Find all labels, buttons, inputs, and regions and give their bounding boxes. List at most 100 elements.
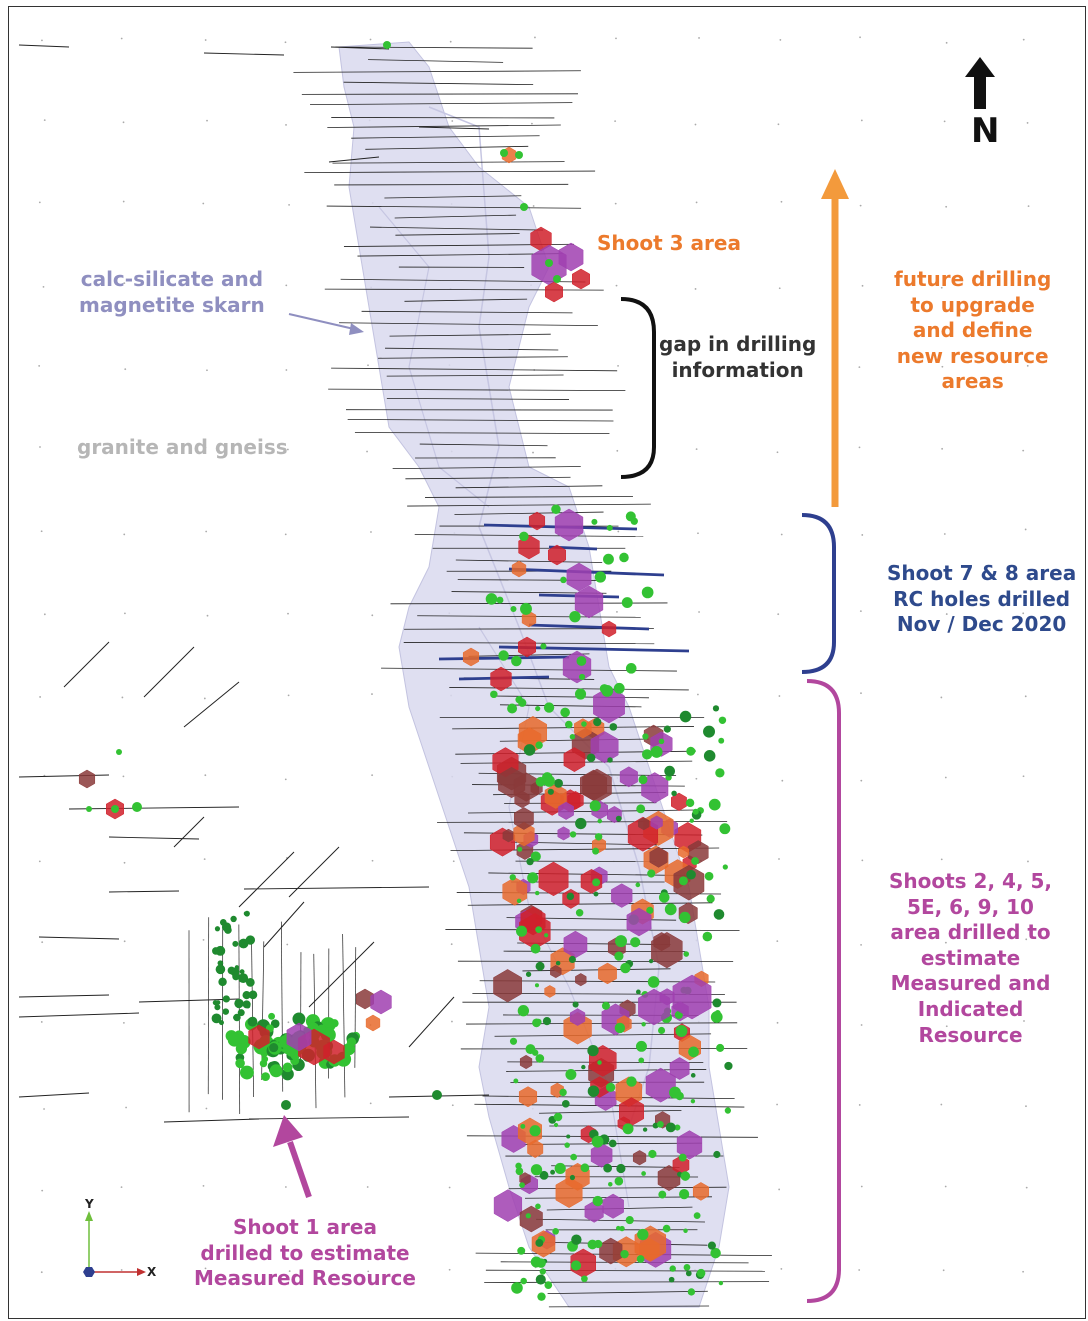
assay-dot [616, 1225, 621, 1231]
assay-dot [690, 1098, 696, 1104]
drill-trace [342, 934, 346, 1098]
drill-trace [334, 183, 569, 186]
assay-dot [222, 995, 230, 1003]
assay-dot [706, 894, 715, 903]
assay-hexagon [572, 268, 590, 290]
drill-trace [328, 156, 380, 163]
drill-trace [335, 46, 533, 49]
grid-dot [860, 943, 862, 946]
assay-dot [539, 1268, 546, 1275]
assay-dot [635, 989, 641, 995]
drill-trace [547, 1290, 708, 1295]
assay-dot [622, 1123, 634, 1135]
grid-dot [776, 940, 779, 943]
grid-dot [861, 534, 864, 536]
assay-dot [638, 775, 648, 785]
assay-dot [222, 1008, 230, 1015]
grid-dot [945, 41, 948, 44]
assay-dot [520, 203, 528, 211]
assay-dot [543, 702, 555, 713]
assay-markers [78, 41, 733, 1301]
drill-trace [108, 836, 200, 840]
future-drilling-arrow [821, 169, 849, 507]
grid-dot [367, 364, 369, 367]
grid-dot [1023, 1020, 1025, 1022]
drill-trace [261, 941, 265, 1080]
assay-dot [581, 721, 587, 727]
assay-dot [432, 1090, 442, 1100]
grid-dot [776, 1103, 778, 1106]
drill-trace [332, 161, 565, 164]
assay-dot [132, 802, 142, 812]
grid-dot [532, 205, 535, 207]
assay-dot [587, 1085, 600, 1097]
assay-dot [625, 511, 636, 522]
assay-dot [536, 1258, 546, 1268]
assay-dot [641, 1171, 646, 1176]
grid-dot [859, 204, 862, 207]
assay-dot [615, 935, 627, 948]
assay-hexagon [498, 766, 526, 799]
assay-dot [516, 898, 522, 904]
assay-dot [243, 911, 248, 916]
drill-trace [466, 1022, 738, 1025]
grid-dot [204, 774, 207, 777]
rc-hole [528, 623, 650, 631]
assay-dot [678, 1153, 687, 1162]
assay-dot [570, 1260, 582, 1271]
grid-dot [1022, 1270, 1025, 1273]
drill-trace [425, 496, 633, 498]
assay-hexagon [638, 988, 670, 1026]
assay-hexagon [513, 821, 535, 847]
assay-dot [591, 1135, 604, 1148]
grid-dot [369, 38, 372, 41]
assay-dot [621, 597, 633, 609]
drill-trace [456, 892, 722, 895]
assay-dot [270, 1019, 280, 1029]
grid-dot [124, 612, 126, 615]
grid-dot [697, 693, 699, 696]
assay-dot [678, 876, 688, 886]
assay-dot [517, 846, 523, 852]
grid-dot [123, 861, 126, 864]
drill-trace [394, 214, 517, 219]
grid-dot [41, 1189, 44, 1192]
grid-dot [123, 446, 126, 449]
assay-dot [597, 818, 603, 824]
assay-hexagon [493, 969, 522, 1003]
grid-dot [451, 120, 454, 122]
assay-dot [642, 1127, 648, 1132]
assay-dot [619, 1225, 625, 1232]
assay-dot [564, 1142, 570, 1148]
assay-dot [690, 1073, 696, 1078]
grid-dot [940, 286, 943, 289]
assay-dot [713, 1150, 721, 1159]
grid-dot [43, 1108, 45, 1110]
label-future: future drilling to upgrade and define ne… [894, 267, 1052, 394]
shoot1-arrow [273, 1115, 312, 1198]
grid-dot [860, 692, 862, 695]
assay-hexagon [519, 1054, 533, 1070]
grid-dot [285, 284, 288, 287]
assay-hexagon [323, 1039, 345, 1065]
assay-hexagon [692, 1182, 709, 1201]
axis-x-label: X [147, 1265, 157, 1279]
drill-trace [408, 996, 455, 1048]
assay-dot [680, 1171, 691, 1181]
assay-dot [520, 1277, 527, 1285]
assay-dot [662, 1224, 671, 1233]
drill-trace [386, 397, 569, 400]
grid-dot [367, 1270, 370, 1273]
grid-dot [861, 284, 864, 287]
assay-dot [227, 966, 236, 975]
assay-dot [534, 983, 540, 988]
grid-dot [858, 446, 861, 449]
assay-dot [679, 1189, 690, 1200]
assay-dot [535, 1203, 541, 1210]
assay-dot [570, 1153, 577, 1161]
label-gap: gap in drilling information [659, 332, 817, 382]
grid-dot [206, 614, 209, 617]
assay-dot [566, 892, 575, 901]
assay-hexagon [462, 647, 480, 667]
assay-dot [286, 1047, 296, 1057]
